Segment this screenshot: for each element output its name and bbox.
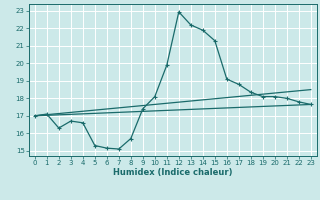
X-axis label: Humidex (Indice chaleur): Humidex (Indice chaleur)	[113, 168, 233, 177]
